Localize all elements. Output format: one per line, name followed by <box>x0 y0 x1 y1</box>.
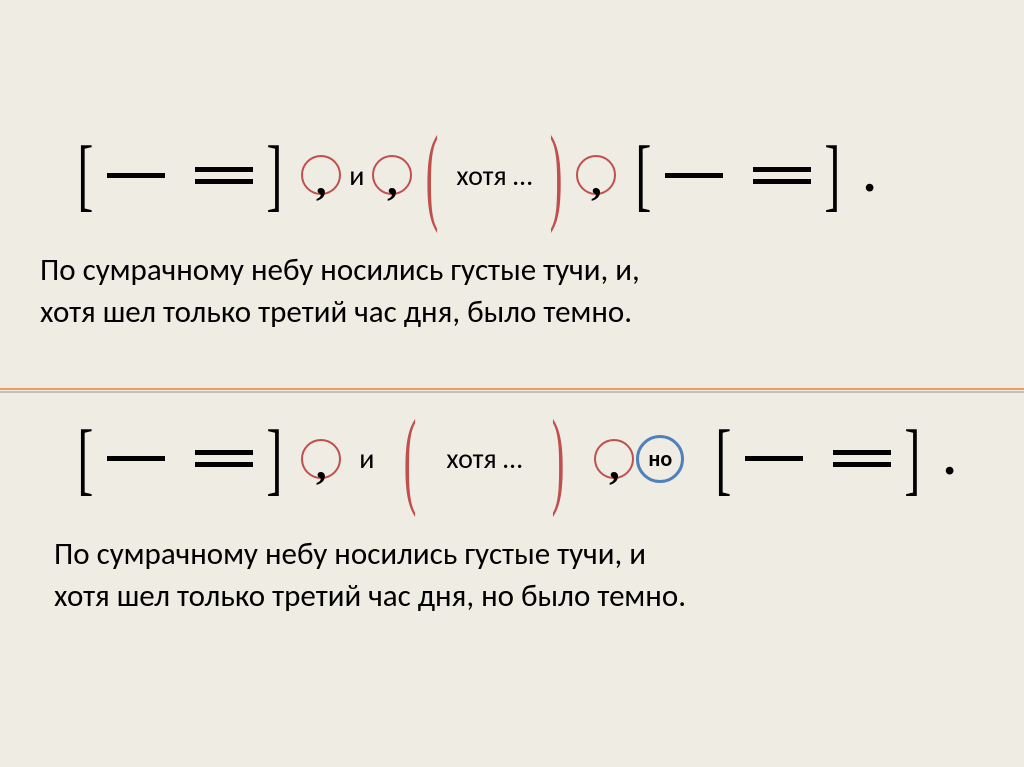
main-clause-1-left: [ ] <box>60 135 299 215</box>
subordinate-clause-2: ( хотя … ) <box>392 409 576 509</box>
sub-clause-text-2: хотя … <box>428 441 540 476</box>
square-bracket-right-icon: ] <box>824 135 840 215</box>
subordinate-clause-1: ( хотя … ) <box>414 125 574 225</box>
square-bracket-left-icon: [ <box>77 419 93 499</box>
predicate-line-icon <box>195 167 253 184</box>
sentence-1-line-2: хотя шел только третий час дня, было тем… <box>40 293 632 331</box>
comma-circled-3: , <box>576 155 616 195</box>
subject-line-icon <box>665 173 723 178</box>
conjunction-no-text: но <box>648 445 672 472</box>
comma-circled-1: , <box>301 155 341 195</box>
comma-glyph: , <box>314 157 329 205</box>
subject-line-icon <box>107 173 165 178</box>
schema-block-2: [ ] , и ( хотя … ) , но <box>30 364 994 618</box>
square-bracket-right-icon: ] <box>904 419 920 499</box>
comma-glyph: , <box>314 441 329 489</box>
schema-block-1: [ ] , и , ( хотя … ) , <box>30 40 994 334</box>
comma-circled-4: , <box>301 439 341 479</box>
comma-circled-5: , <box>594 439 634 479</box>
comma-circled-2: , <box>372 155 412 195</box>
example-sentence-1: По сумрачному небу носились густые тучи,… <box>40 250 964 334</box>
conjunction-no-circled: но <box>636 435 684 483</box>
paren-right-icon: ) <box>550 130 563 220</box>
predicate-line-icon <box>753 167 811 184</box>
period-1: . <box>860 148 876 203</box>
square-bracket-right-icon: ] <box>266 419 282 499</box>
paren-left-icon: ( <box>426 130 439 220</box>
sub-clause-text: хотя … <box>450 158 538 193</box>
section-divider <box>0 388 1024 394</box>
square-bracket-right-icon: ] <box>266 135 282 215</box>
example-sentence-2: По сумрачному небу носились густые тучи,… <box>54 534 964 618</box>
predicate-line-icon <box>833 450 891 467</box>
paren-right-icon: ) <box>552 414 565 504</box>
square-bracket-left-icon: [ <box>636 135 652 215</box>
period-2: . <box>940 431 956 486</box>
sentence-1-line-1: По сумрачному небу носились густые тучи,… <box>40 251 640 289</box>
schema-row-2: [ ] , и ( хотя … ) , но <box>60 404 994 514</box>
square-bracket-left-icon: [ <box>716 419 732 499</box>
subject-line-icon <box>745 456 803 461</box>
conjunction-i-2: и <box>353 441 380 476</box>
subject-line-icon <box>107 456 165 461</box>
comma-glyph: , <box>589 157 604 205</box>
predicate-line-icon <box>195 450 253 467</box>
square-bracket-left-icon: [ <box>77 135 93 215</box>
sentence-2-line-2: хотя шел только третий час дня, но было … <box>54 577 686 615</box>
main-clause-2-left: [ ] <box>60 419 299 499</box>
comma-glyph: , <box>607 441 622 489</box>
paren-left-icon: ( <box>404 414 417 504</box>
conjunction-i-1: и <box>343 158 370 193</box>
main-clause-1-right: [ ] <box>618 135 857 215</box>
sentence-2-line-1: По сумрачному небу носились густые тучи,… <box>54 535 646 573</box>
comma-glyph: , <box>385 157 400 205</box>
main-clause-2-right: [ ] <box>698 419 937 499</box>
schema-row-1: [ ] , и , ( хотя … ) , <box>60 120 994 230</box>
